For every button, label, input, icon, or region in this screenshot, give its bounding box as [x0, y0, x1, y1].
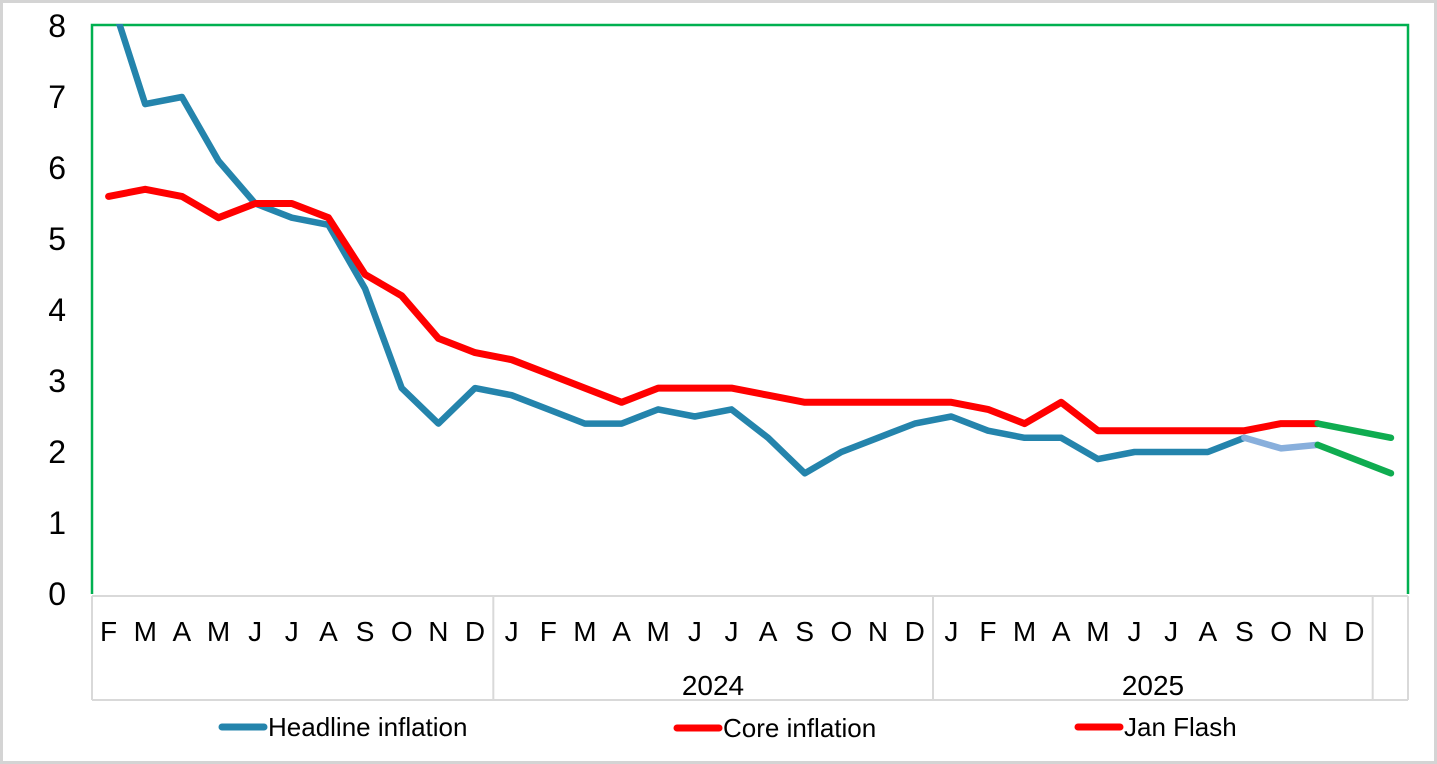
core-legend-label: Core inflation [723, 713, 876, 743]
y-tick-label-5: 5 [48, 221, 66, 257]
month-label: N [1308, 616, 1328, 647]
headline-recent-line [1241, 434, 1321, 452]
chart-series [105, 24, 1395, 477]
month-label: A [1198, 616, 1217, 647]
y-tick-label-6: 6 [48, 150, 66, 186]
month-label: M [647, 616, 670, 647]
month-label: A [612, 616, 631, 647]
headline-jan-flash-line [1314, 441, 1395, 477]
month-label: O [1270, 616, 1292, 647]
month-label: N [428, 616, 448, 647]
month-label: A [759, 616, 778, 647]
legend-item-jan-flash: Jan Flash [1074, 712, 1237, 742]
headline-inflation-line [115, 24, 1248, 477]
month-label: F [100, 616, 117, 647]
month-label: J [285, 616, 299, 647]
month-label: O [391, 616, 413, 647]
month-label: S [795, 616, 814, 647]
month-label: J [505, 616, 519, 647]
month-label: D [905, 616, 925, 647]
y-tick-label-8: 8 [48, 8, 66, 44]
month-label: M [573, 616, 596, 647]
core-inflation-line [105, 185, 1322, 435]
month-label: J [1164, 616, 1178, 647]
month-label: M [1086, 616, 1109, 647]
y-tick-label-4: 4 [48, 292, 66, 328]
x-axis-band [91, 595, 1409, 701]
month-label: F [979, 616, 996, 647]
legend-item-headline: Headline inflation [218, 712, 467, 742]
y-tick-label-1: 1 [48, 505, 66, 541]
y-tick-label-0: 0 [48, 576, 66, 612]
month-label: J [688, 616, 702, 647]
month-label: S [356, 616, 375, 647]
core-jan-flash-line [1314, 420, 1395, 442]
y-axis-labels: 8 7 6 5 4 3 2 1 0 [48, 8, 66, 612]
month-label: D [1344, 616, 1364, 647]
month-label: F [540, 616, 557, 647]
month-label: M [207, 616, 230, 647]
legend: Headline inflation Core inflation Jan Fl… [218, 712, 1237, 743]
y-tick-label-3: 3 [48, 363, 66, 399]
plot-border [90, 23, 1410, 594]
month-label: A [319, 616, 338, 647]
month-label: M [1013, 616, 1036, 647]
month-label: J [944, 616, 958, 647]
jan-flash-legend-label: Jan Flash [1124, 712, 1237, 742]
y-tick-label-2: 2 [48, 434, 66, 470]
month-label: J [248, 616, 262, 647]
month-label: M [134, 616, 157, 647]
month-label: O [831, 616, 853, 647]
month-label: A [173, 616, 192, 647]
month-label: A [1052, 616, 1071, 647]
month-label: J [724, 616, 738, 647]
headline-legend-label: Headline inflation [268, 712, 467, 742]
y-tick-label-7: 7 [48, 79, 66, 115]
month-label: D [465, 616, 485, 647]
month-label: S [1235, 616, 1254, 647]
legend-item-core: Core inflation [673, 713, 876, 743]
month-label: N [868, 616, 888, 647]
year-label-2025: 2025 [1122, 670, 1184, 701]
year-label-2024: 2024 [682, 670, 744, 701]
month-label: J [1128, 616, 1142, 647]
